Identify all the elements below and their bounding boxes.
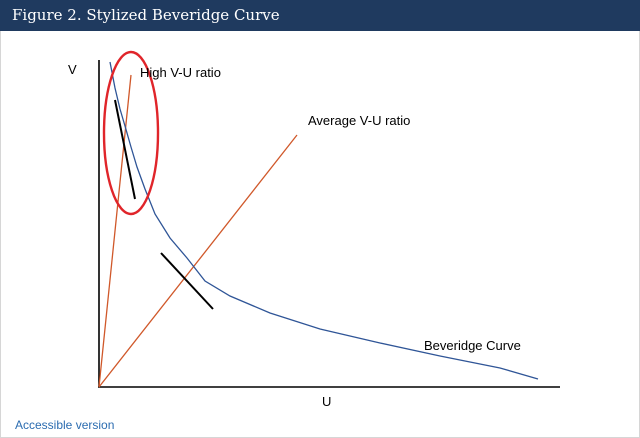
curve-label: Beveridge Curve [424,338,521,353]
average-tangent [160,252,214,310]
average-ratio-line [98,134,298,388]
highlight-circle [102,50,160,216]
x-axis-label: U [322,394,331,409]
steep-tangent [114,99,136,200]
high-ratio-label: High V-U ratio [140,65,221,80]
figure-title: Figure 2. Stylized Beveridge Curve [0,0,640,31]
y-axis-label: V [68,62,77,77]
beveridge-diagram: V U High V-U ratio Average V-U ratio Bev… [68,50,560,409]
accessible-version-link[interactable]: Accessible version [15,418,115,432]
beveridge-curve [109,61,539,380]
average-ratio-label: Average V-U ratio [308,113,410,128]
